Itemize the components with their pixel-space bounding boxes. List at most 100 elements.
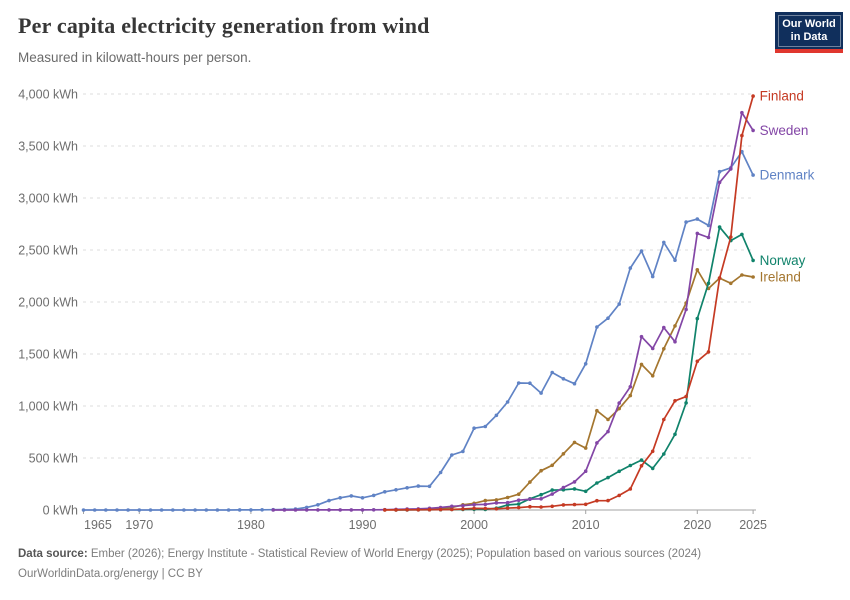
- y-tick-label: 4,000 kWh: [18, 88, 78, 102]
- series-label-finland: Finland: [760, 89, 804, 104]
- series-point-finland: [729, 235, 733, 239]
- series-point-ireland: [740, 273, 744, 277]
- series-point-sweden: [606, 429, 610, 434]
- series-point-finland: [751, 94, 755, 98]
- y-tick-label: 3,000 kWh: [18, 192, 78, 206]
- series-point-norway: [684, 401, 688, 405]
- series-point-denmark: [383, 490, 387, 494]
- series-point-finland: [639, 464, 644, 468]
- series-point-sweden: [472, 502, 476, 507]
- series-point-denmark: [650, 274, 655, 279]
- series-point-sweden: [617, 401, 621, 405]
- series-point-ireland: [494, 498, 499, 502]
- chart-footer: Data source: Ember (2026); Energy Instit…: [18, 544, 838, 584]
- series-point-sweden: [483, 502, 488, 507]
- series-point-denmark: [104, 508, 108, 512]
- series-point-norway: [673, 432, 677, 437]
- series-point-denmark: [304, 505, 309, 510]
- series-point-sweden: [673, 339, 677, 344]
- series-point-finland: [628, 487, 633, 491]
- x-tick-label: 2000: [460, 518, 488, 532]
- series-point-norway: [539, 492, 543, 497]
- series-point-norway: [717, 225, 722, 229]
- series-point-denmark: [349, 494, 354, 498]
- series-point-finland: [383, 508, 387, 512]
- series-point-denmark: [237, 508, 242, 512]
- series-point-denmark: [215, 508, 220, 512]
- series-point-sweden: [349, 508, 354, 512]
- x-tick-label: 2010: [572, 518, 600, 532]
- series-point-finland: [539, 505, 543, 509]
- series-point-finland: [572, 502, 577, 507]
- series-point-denmark: [639, 249, 644, 253]
- series-point-sweden: [539, 497, 543, 501]
- series-line-finland: [383, 95, 754, 511]
- series-label-sweden: Sweden: [760, 123, 809, 138]
- series-point-norway: [583, 489, 588, 494]
- series-point-sweden: [327, 508, 331, 512]
- series-point-denmark: [92, 508, 97, 512]
- series-point-denmark: [416, 484, 421, 488]
- series-point-denmark: [171, 508, 175, 512]
- series-point-norway: [751, 258, 755, 263]
- series-point-norway: [650, 466, 655, 471]
- series-point-sweden: [751, 128, 755, 133]
- x-tick-label: 1980: [237, 518, 265, 532]
- series-point-sweden: [371, 508, 376, 512]
- series-point-ireland: [516, 492, 521, 497]
- series-point-finland: [438, 507, 443, 512]
- series-point-finland: [550, 504, 554, 509]
- series-point-ireland: [539, 468, 543, 473]
- x-tick-label: 1990: [349, 518, 377, 532]
- series-point-denmark: [450, 453, 454, 457]
- owid-logo-text: Our World in Data: [777, 14, 841, 47]
- owid-logo: Our World in Data: [775, 12, 843, 53]
- series-point-denmark: [684, 220, 688, 224]
- series-point-sweden: [528, 497, 532, 502]
- series-point-sweden: [717, 180, 722, 185]
- series-point-denmark: [595, 325, 599, 329]
- y-tick-label: 3,500 kWh: [18, 140, 78, 154]
- series-point-denmark: [159, 508, 164, 512]
- series-label-denmark: Denmark: [760, 168, 815, 183]
- series-point-ireland: [639, 362, 644, 367]
- series-point-denmark: [550, 370, 554, 375]
- y-tick-label: 1,500 kWh: [18, 348, 78, 362]
- series-point-ireland: [583, 446, 588, 450]
- series-point-finland: [405, 508, 409, 512]
- series-point-denmark: [483, 424, 488, 429]
- series-point-ireland: [595, 408, 599, 413]
- series-point-sweden: [662, 325, 666, 330]
- series-point-norway: [606, 475, 610, 480]
- series-point-finland: [673, 399, 677, 403]
- series-point-sweden: [450, 504, 454, 509]
- series-point-denmark: [561, 377, 566, 381]
- series-point-denmark: [405, 486, 409, 490]
- series-point-finland: [684, 394, 688, 399]
- series-point-denmark: [662, 240, 666, 245]
- series-point-norway: [740, 232, 744, 237]
- series-point-denmark: [606, 316, 610, 321]
- series-point-ireland: [751, 275, 755, 279]
- series-point-denmark: [572, 381, 577, 386]
- series-point-denmark: [695, 217, 700, 221]
- series-point-finland: [662, 417, 666, 422]
- series-point-sweden: [282, 508, 287, 512]
- series-point-sweden: [572, 480, 577, 484]
- series-point-denmark: [673, 258, 677, 263]
- series-point-sweden: [706, 235, 711, 240]
- series-point-finland: [494, 507, 499, 511]
- series-point-ireland: [528, 480, 532, 484]
- series-point-denmark: [193, 508, 197, 512]
- series-point-sweden: [293, 508, 298, 512]
- series-point-denmark: [327, 498, 331, 503]
- series-point-denmark: [338, 496, 343, 500]
- series-point-finland: [650, 449, 655, 454]
- data-source-text: Ember (2026); Energy Institute - Statist…: [87, 548, 702, 560]
- series-point-finland: [617, 493, 621, 498]
- y-tick-label: 500 kWh: [29, 452, 78, 466]
- series-point-finland: [717, 276, 722, 280]
- series-point-norway: [617, 469, 621, 474]
- y-tick-label: 2,500 kWh: [18, 244, 78, 258]
- wind-generation-line-chart: 0 kWh 500 kWh 1,000 kWh 1,500 kWh 2,000 kWh 2…: [18, 88, 815, 533]
